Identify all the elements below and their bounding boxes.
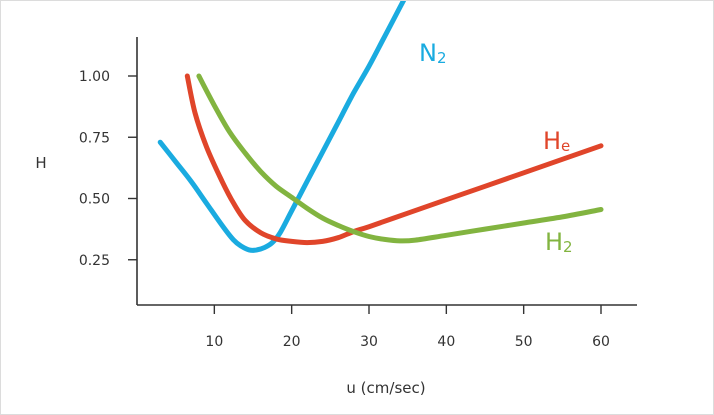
series-label-2: H2 — [545, 228, 573, 256]
series-line-2 — [196, 73, 604, 244]
y-axis-title: H — [35, 154, 46, 172]
y-tick-label: 0.50 — [79, 192, 110, 208]
series-label-name: H — [543, 127, 561, 155]
series-label-0: N2 — [419, 39, 447, 67]
x-tick-label: 50 — [515, 334, 533, 350]
series-label-subscript: 2 — [563, 238, 573, 256]
x-tick-label: 40 — [437, 334, 455, 350]
x-tick-label: 30 — [360, 334, 378, 350]
x-axis-title: u (cm/sec) — [346, 379, 425, 397]
y-tick-label: 0.75 — [79, 130, 110, 146]
x-tick-label: 20 — [283, 334, 301, 350]
series-label-name: N — [419, 39, 437, 67]
series-label-subscript: 2 — [437, 49, 447, 67]
y-tick-label: 0.25 — [79, 253, 110, 269]
series-label-1: He — [543, 127, 570, 155]
y-tick-label: 1.00 — [79, 69, 110, 85]
x-tick-label: 60 — [592, 334, 610, 350]
x-tick-label: 10 — [205, 334, 223, 350]
series-label-subscript: e — [561, 137, 570, 155]
series-label-name: H — [545, 228, 563, 256]
series-line-0 — [157, 1, 407, 253]
series-line-1 — [184, 73, 604, 246]
